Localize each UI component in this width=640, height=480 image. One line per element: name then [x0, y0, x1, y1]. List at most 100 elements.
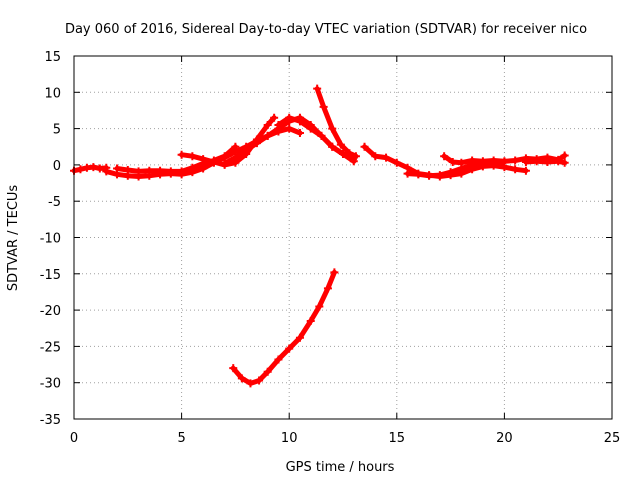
- data-point: [435, 171, 444, 180]
- data-point: [313, 84, 322, 93]
- data-point: [543, 157, 552, 166]
- data-point: [220, 152, 229, 161]
- data-point: [345, 149, 354, 158]
- x-tick-label: 10: [281, 431, 298, 446]
- x-tick-label: 0: [70, 431, 78, 446]
- data-point: [521, 166, 530, 175]
- data-point: [237, 374, 246, 383]
- data-point: [220, 159, 229, 168]
- series-line: [230, 269, 337, 386]
- data-point: [246, 379, 255, 388]
- data-point: [382, 153, 391, 162]
- series-arc-11: [521, 157, 569, 167]
- data-point: [360, 142, 369, 151]
- data-point: [319, 102, 328, 111]
- data-point: [274, 355, 283, 364]
- y-tick-label: -30: [40, 377, 61, 392]
- series-layer: [70, 84, 569, 388]
- data-point: [270, 113, 279, 122]
- data-point: [560, 151, 569, 160]
- series-arc-12: [229, 268, 339, 388]
- data-point: [113, 164, 122, 173]
- y-tick-label: -20: [40, 304, 61, 319]
- y-tick-label: 15: [44, 50, 61, 65]
- data-point: [554, 157, 563, 166]
- data-point: [295, 117, 304, 126]
- data-point: [468, 156, 477, 165]
- data-point: [521, 157, 530, 166]
- data-point: [349, 157, 358, 166]
- data-point: [252, 139, 261, 148]
- y-tick-labels: 15 10 5 0 -5 -10 -15 -20 -25 -30 -35: [40, 50, 61, 428]
- data-point: [89, 163, 98, 172]
- data-point: [231, 142, 240, 151]
- data-point: [76, 165, 85, 174]
- data-point: [263, 120, 272, 129]
- data-point: [102, 167, 111, 176]
- data-point: [263, 367, 272, 376]
- data-point: [532, 157, 541, 166]
- data-point: [285, 344, 294, 353]
- data-point: [500, 157, 509, 166]
- data-point: [511, 156, 520, 165]
- chart-title: Day 060 of 2016, Sidereal Day-to-day VTE…: [65, 22, 587, 37]
- series-line: [314, 86, 359, 159]
- data-point: [188, 152, 197, 161]
- x-tick-label: 5: [177, 431, 185, 446]
- data-point: [511, 165, 520, 174]
- data-point: [328, 142, 337, 151]
- data-point: [560, 158, 569, 167]
- data-point: [231, 153, 240, 162]
- data-point: [177, 167, 186, 176]
- y-tick-label: 0: [53, 159, 61, 174]
- data-point: [209, 157, 218, 166]
- data-point: [414, 170, 423, 179]
- data-point: [156, 166, 165, 175]
- series-arc-10: [440, 151, 569, 167]
- y-tick-label: 5: [53, 123, 61, 138]
- y-axis-label: SDTVAR / TECUs: [6, 185, 21, 292]
- data-point: [330, 268, 339, 277]
- data-point: [263, 131, 272, 140]
- data-point: [371, 152, 380, 161]
- x-tick-label: 15: [389, 431, 406, 446]
- data-point: [295, 128, 304, 137]
- data-point: [285, 113, 294, 122]
- data-point: [328, 124, 337, 133]
- series-arc-3: [113, 142, 240, 176]
- data-point: [317, 131, 326, 140]
- data-point: [145, 166, 154, 175]
- y-tick-label: -10: [40, 232, 61, 247]
- data-point: [188, 163, 197, 172]
- y-tick-label: -35: [40, 413, 61, 428]
- series-arc-4: [177, 113, 279, 169]
- data-point: [336, 140, 345, 149]
- y-tick-label: 10: [44, 86, 61, 101]
- data-point: [229, 364, 238, 373]
- data-point: [255, 376, 264, 385]
- data-point: [323, 284, 332, 293]
- data-point: [489, 156, 498, 165]
- data-point: [478, 157, 487, 166]
- data-point: [425, 171, 434, 180]
- series-line: [114, 144, 238, 174]
- data-point: [351, 152, 360, 161]
- x-tick-label: 25: [604, 431, 621, 446]
- x-axis-label: GPS time / hours: [286, 460, 395, 475]
- data-point: [295, 333, 304, 342]
- data-point: [166, 167, 175, 176]
- data-point: [392, 158, 401, 167]
- data-point: [242, 146, 251, 155]
- axis-ticks: [73, 55, 613, 420]
- data-point: [448, 157, 457, 166]
- data-point: [306, 124, 315, 133]
- data-point: [403, 169, 412, 178]
- x-tick-labels: 0 5 10 15 20 25: [70, 431, 620, 446]
- series-line: [179, 115, 277, 168]
- series-arc-6: [274, 113, 358, 166]
- x-tick-label: 20: [496, 431, 513, 446]
- data-point: [315, 302, 324, 311]
- data-point: [440, 152, 449, 161]
- y-tick-label: -5: [48, 195, 61, 210]
